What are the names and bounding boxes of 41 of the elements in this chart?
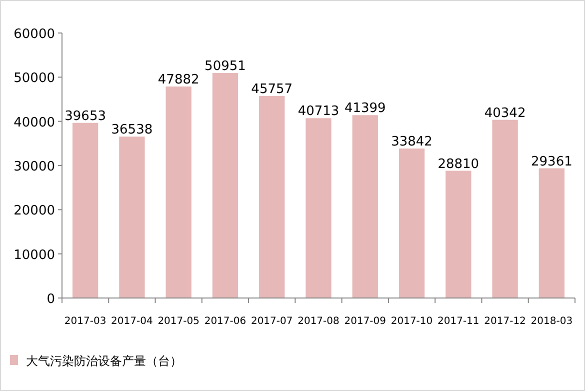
bar: [352, 115, 378, 298]
bar: [72, 122, 98, 298]
x-tick-label: 2017-10: [390, 316, 433, 327]
x-tick-label: 2017-09: [344, 316, 386, 327]
data-label: 45757: [251, 82, 293, 97]
x-tick-label: 2017-05: [158, 316, 200, 327]
y-tick-label: 50000: [14, 71, 55, 86]
x-tick-label: 2017-08: [298, 316, 340, 327]
y-tick-label: 20000: [14, 204, 55, 219]
bar: [166, 86, 192, 298]
data-label: 39653: [64, 108, 106, 124]
y-tick-label: 40000: [14, 115, 55, 130]
data-label: 40342: [484, 106, 526, 121]
x-tick-label: 2017-07: [250, 316, 293, 327]
y-tick-label: 0: [46, 292, 55, 307]
data-label: 40713: [298, 104, 340, 120]
data-label: 41399: [344, 101, 386, 116]
bar: [119, 136, 145, 298]
x-tick-label: 2018-03: [530, 316, 573, 327]
x-tick-label: 2017-12: [484, 316, 526, 327]
data-label: 50951: [204, 58, 246, 74]
data-label: 36538: [111, 122, 153, 138]
legend-label: 大气污染防治设备产量（台）: [26, 354, 182, 368]
y-tick-label: 30000: [14, 160, 55, 174]
bar: [212, 72, 238, 298]
y-tick-label: 10000: [14, 248, 55, 263]
y-tick-label: 60000: [14, 27, 55, 42]
bar: [492, 120, 518, 298]
x-tick-label: 2017-04: [111, 316, 153, 327]
x-tick-label: 2017-06: [204, 316, 246, 327]
data-label: 47882: [158, 72, 200, 88]
x-tick-label: 2017-03: [64, 316, 106, 327]
data-label: 29361: [531, 154, 572, 170]
bar: [306, 118, 332, 298]
bar: [538, 168, 565, 298]
bar: [398, 148, 425, 298]
data-label: 33842: [391, 134, 432, 150]
data-label: 28810: [438, 156, 480, 172]
x-tick-label: 2017-11: [438, 316, 480, 327]
bar: [446, 170, 472, 298]
bar: [259, 96, 285, 298]
